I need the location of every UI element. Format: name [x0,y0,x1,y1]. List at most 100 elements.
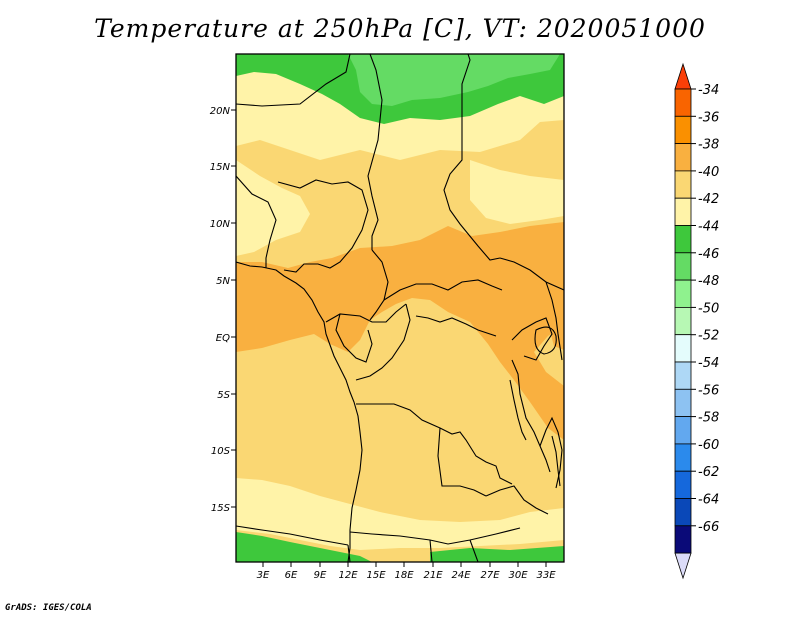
colorbar-swatch [674,416,692,445]
colorbar-label: -42 [698,192,719,207]
lat-label: 5S [217,390,230,401]
lon-label: 6E [285,570,298,581]
axis-ticks [231,109,547,567]
colorbar-label: -58 [698,411,719,426]
border-east-lakes [511,359,551,473]
border-namibia-south [347,544,351,562]
border-zambia [485,485,549,515]
colorbar-label: -34 [698,83,719,98]
field-lightgreen-north [348,54,560,106]
field-east-patch [548,300,564,350]
colorbar-label: -36 [698,110,719,125]
colorbar-bottom-triangle [674,552,692,580]
lat-label: 10N [210,219,231,230]
chart-title: Temperature at 250hPa [C], VT: 202005100… [94,14,706,43]
colorbar-label: -60 [698,438,719,453]
colorbar-label: -52 [698,329,719,344]
colorbar-label: -64 [698,493,719,508]
field-south-green [236,532,372,562]
country-borders [236,54,564,562]
colorbar-label: -54 [698,356,719,371]
lon-label: 33E [536,570,556,581]
colorbar-swatch [674,361,692,390]
border-south-margin [236,525,349,546]
colorbar-swatch [674,306,692,336]
plot-frame [235,53,565,563]
colorbar-label: -44 [698,220,719,235]
border-congo-drc [355,303,411,381]
border-east-outer [545,281,563,361]
colorbar: -34 -36 -38 -40 -42 -44 -46 -48 -50 -52 -54 -56 -58 -… [674,62,719,580]
colorbar-swatch [674,334,692,363]
border-zimbabwe [469,539,479,562]
lake-tanganyika [509,379,527,441]
lon-label: 15E [366,570,386,581]
lon-label: 18E [394,570,414,581]
lat-label: 15S [211,503,231,514]
border-west [236,175,277,268]
colorbar-label: -46 [698,247,719,262]
longitude-labels: 3E 6E 9E 12E 15E 18E 21E 24E 27E 30E 33E [257,570,557,581]
lat-label: 20N [210,106,231,117]
border-gabon [335,313,373,363]
colorbar-label: -40 [698,165,719,180]
colorbar-label: -48 [698,274,719,289]
grads-credit: GrADS: IGES/COLA [5,603,92,613]
lon-label: 30E [508,570,528,581]
colorbar-swatch [674,443,692,472]
border-drc-angola [356,403,513,485]
colorbar-label: -62 [698,465,719,480]
lake-malawi [551,435,561,487]
field-east-pale [470,160,564,224]
temperature-field [236,54,564,562]
field-south-pale [236,478,564,550]
border-chad-sudan [443,54,501,261]
border-car-cameroon [369,249,389,321]
colorbar-swatch [674,252,692,281]
lon-label: 12E [338,570,358,581]
river-congo [415,315,497,337]
border-uganda [511,317,553,361]
border-angola-namibia [349,527,521,545]
colorbar-swatch [674,115,692,145]
border-botswana [429,539,433,562]
border-car-south [383,279,503,301]
lon-label: 9E [314,570,327,581]
field-south-green-east [430,546,564,562]
colorbar-top-triangle [674,62,692,90]
lat-label: EQ [216,333,230,344]
latitude-labels: 20N 15N 10N 5N EQ 5S 10S 15S [210,106,231,514]
coastline [236,261,363,562]
colorbar-label: -56 [698,383,719,398]
border-nigeria [277,179,369,273]
lon-label: 27E [480,570,500,581]
colorbar-swatch [674,143,692,172]
field-northwest-pale [236,160,310,256]
colorbar-swatch [674,470,692,499]
colorbar-swatch [674,197,692,226]
lake-victoria [534,326,557,355]
colorbar-label: -38 [698,138,719,153]
colorbar-swatch [674,225,692,254]
colorbar-swatch [674,88,692,117]
lat-label: 5N [216,276,230,287]
colorbar-swatch [674,525,692,554]
border-angola-east [437,427,487,497]
lon-label: 21E [423,570,443,581]
field-orange-band [236,222,564,440]
colorbar-swatch [674,279,692,308]
border-sudan-south [499,257,564,291]
lat-label: 10S [211,446,231,457]
colorbar-label: -66 [698,520,719,535]
border-niger-chad [367,54,383,250]
border-mozambique [539,416,563,489]
colorbar-swatch [674,170,692,199]
colorbar-swatch [674,498,692,527]
lon-label: 3E [257,570,270,581]
colorbar-label: -50 [698,301,719,316]
colorbar-swatch [674,388,692,417]
lat-label: 15N [210,162,231,173]
lon-label: 24E [451,570,471,581]
border-west-sahara [236,54,351,107]
